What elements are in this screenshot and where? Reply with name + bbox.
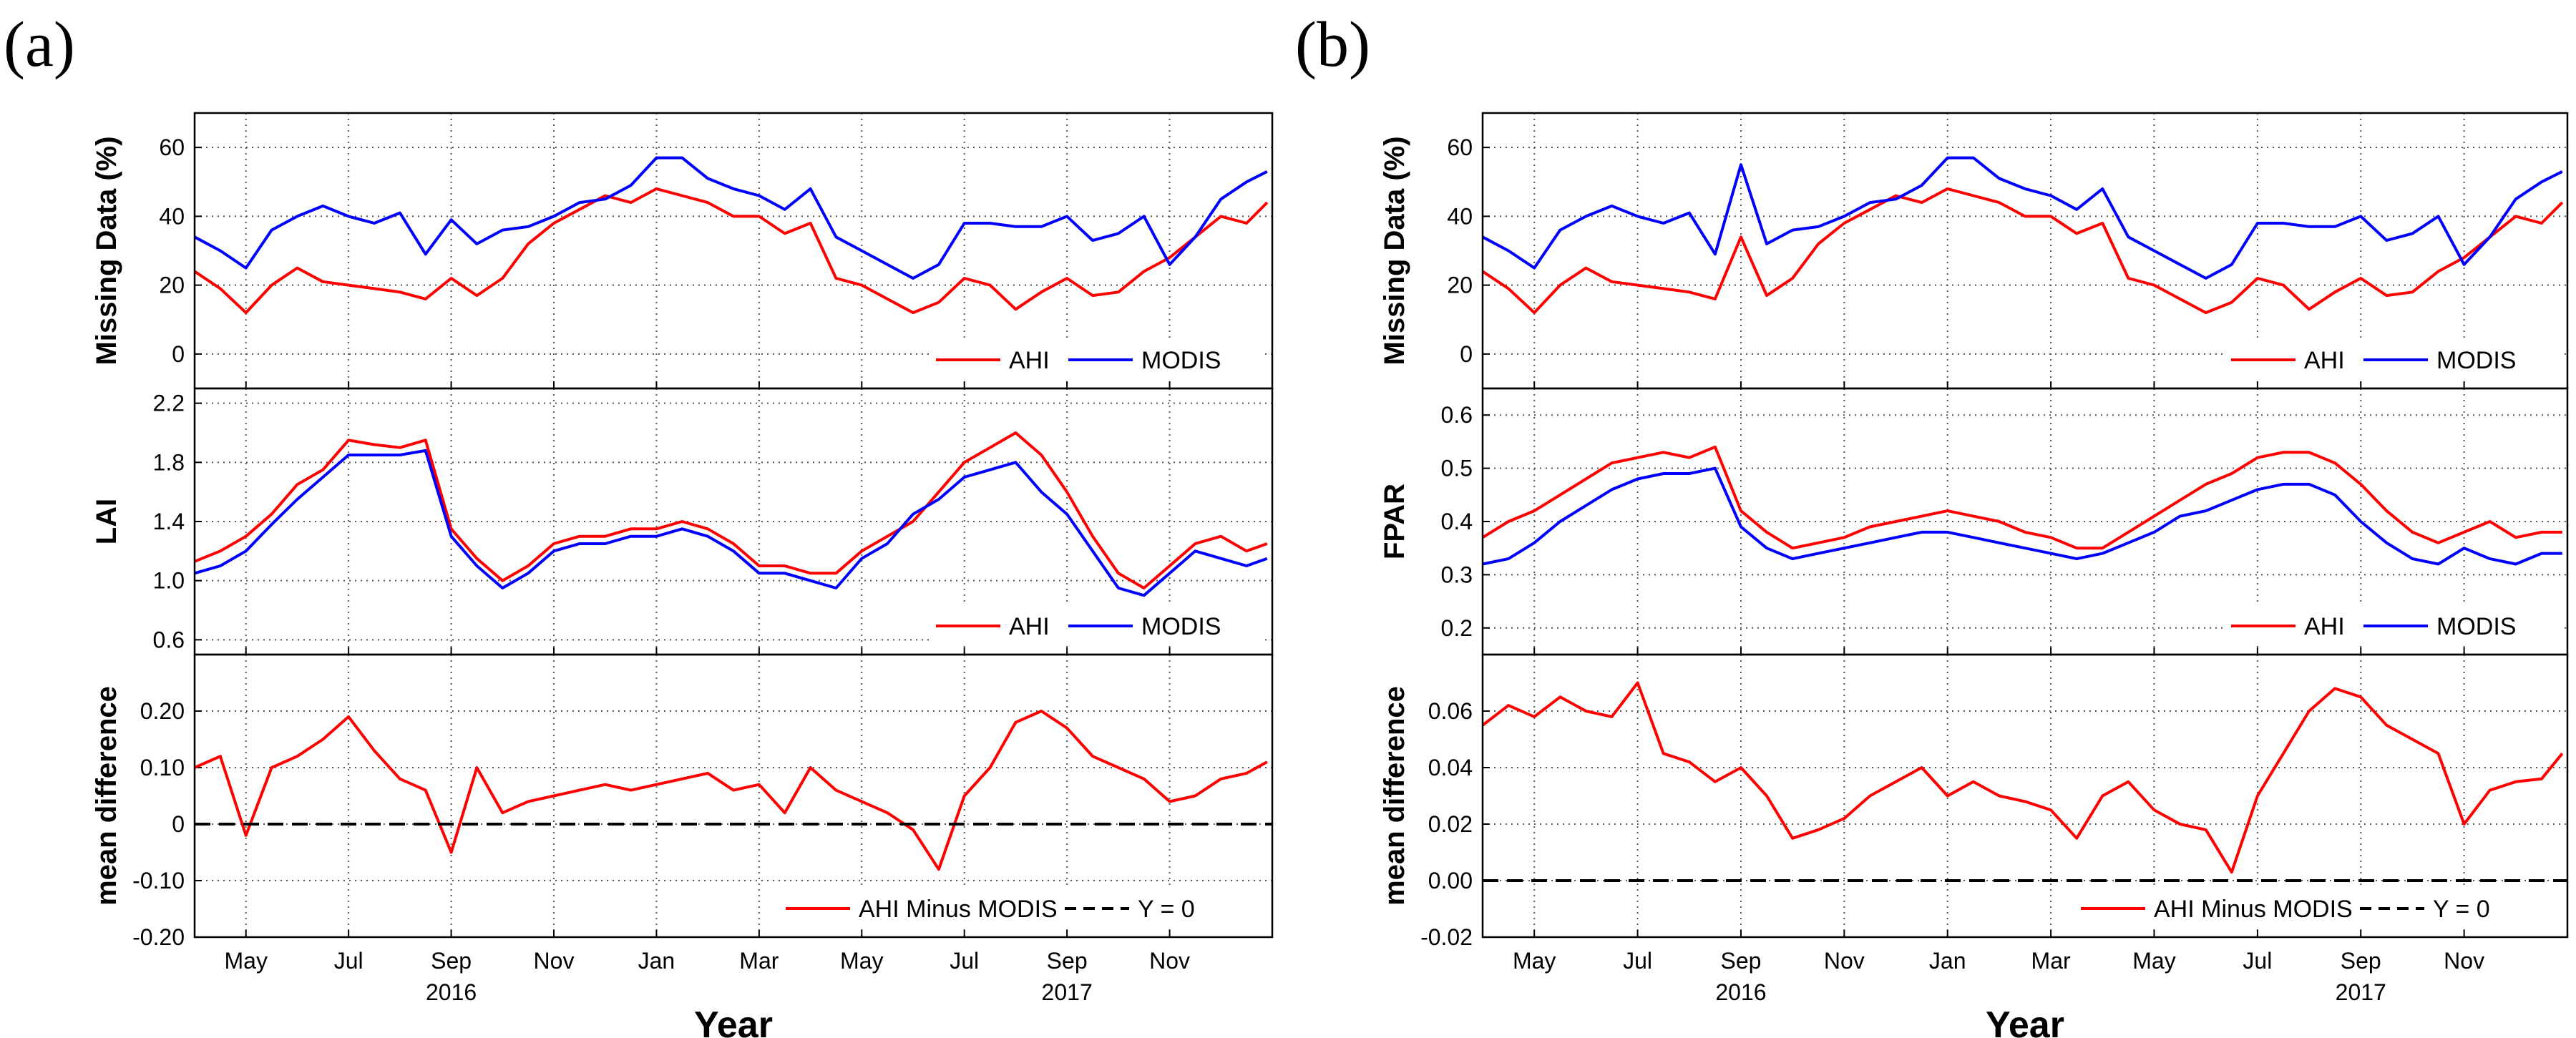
- panel-a-sub1-ytick-label-0: 0: [172, 341, 185, 367]
- panel-a-sub2-ytick-label-0: 0.6: [153, 627, 185, 652]
- panel-b-sub3-xtick-label-5: Mar: [2031, 948, 2071, 974]
- panel-a-sub3-ytick-label-2: 0: [172, 811, 185, 837]
- panel-b-sub3-xtick-label-3: Nov: [1824, 948, 1865, 974]
- panel-a-sub3-xtick-label-5: Mar: [739, 948, 779, 974]
- panel-b-sub1-legend-label-1: MODIS: [2436, 347, 2516, 374]
- panel-b-sub2-series-modis: [1482, 466, 2562, 566]
- panel-a-sub3-xtick-label-1: Jul: [334, 948, 364, 974]
- panel-b-sub1-ytick-label-1: 20: [1447, 273, 1473, 298]
- panel-a-sub3-frame: [193, 653, 1274, 939]
- panel-b-sub2-ytick-label-1: 0.3: [1441, 562, 1473, 587]
- panel-b-sub3-xtick-label-1: Jul: [1623, 948, 1652, 974]
- panel-a-sub3-xtick-label-0: May: [224, 948, 267, 974]
- panel-b-sub2-ytick-label-4: 0.6: [1441, 402, 1473, 428]
- panel-a-sub3-legend-label-1: Y = 0: [1138, 896, 1195, 923]
- panel-b-sub2-ytick-label-0: 0.2: [1441, 615, 1473, 641]
- panel-a-sub1-legend-label-1: MODIS: [1141, 347, 1221, 374]
- panel-b-sub1-series-modis: [1482, 156, 2563, 280]
- panel-b-sub3-xtick-label-2: Sep: [1720, 948, 1761, 974]
- panel-a-sub1-ytick-label-3: 60: [159, 134, 185, 160]
- panel-b-sub2-ytick-label-2: 0.4: [1441, 509, 1473, 534]
- panel-b-sub3-ytick-label-3: 0.04: [1428, 755, 1473, 780]
- panel-a-sub3-ylabel: mean difference: [91, 686, 122, 906]
- panel-b-sub3-ylabel: mean difference: [1379, 686, 1410, 906]
- panel-b-sub1: 0 20 40 60 Missing Data (%) AHI MODIS: [1379, 112, 2569, 390]
- panel-b-sub1-ytick-label-0: 0: [1460, 341, 1473, 367]
- panel-a-sub2-series-ahi: [194, 431, 1268, 589]
- panel-b-sub3: -0.02 0.00 0.02 0.04 0.06 mean difference AHI …: [1379, 653, 2569, 1038]
- panel-a-sub3-legend-label-0: AHI Minus MODIS: [859, 896, 1058, 923]
- panel-a-sub3-ytick-label-1: -0.10: [132, 868, 185, 893]
- panel-a-sub1-series-modis: [194, 156, 1268, 280]
- panel-b-sub3-year-label-1: 2017: [2336, 979, 2386, 1005]
- panel-b-sub1-ylabel: Missing Data (%): [1379, 136, 1410, 365]
- panel-a-sub1-legend-label-0: AHI: [1009, 347, 1050, 374]
- panel-a-sub2: 0.6 1.0 1.4 1.8 2.2 LAI AHI MODIS: [91, 387, 1274, 656]
- panel-a-sub2-ytick-label-3: 1.8: [153, 449, 185, 475]
- panel-a-sub3-legend-box: [779, 887, 1265, 927]
- panel-a-sub1-ytick-label-1: 20: [159, 273, 185, 298]
- panel-b-sub3-xtick-label-8: Sep: [2341, 948, 2381, 974]
- panel-a-tag: (a): [4, 9, 75, 80]
- panel-b-sub3-legend-box: [2074, 887, 2560, 927]
- panel-b-sub3-xtick-label-7: Jul: [2243, 948, 2272, 974]
- panel-a-sub2-series-modis: [194, 449, 1268, 597]
- panel-a-sub3-ytick-label-0: -0.20: [132, 924, 185, 950]
- panel-a-sub3-year-label-1: 2017: [1042, 979, 1093, 1005]
- panel-a-sub2-ylabel: LAI: [91, 499, 122, 544]
- panel-b-sub3-xtick-label-9: Nov: [2444, 948, 2484, 974]
- panel-b-tag: (b): [1295, 9, 1370, 80]
- panel-a-sub3-series-ahi-minus-modis: [194, 710, 1268, 871]
- panel-b-sub3-legend-label-1: Y = 0: [2433, 896, 2490, 923]
- panel-a-sub1-ytick-label-2: 40: [159, 203, 185, 229]
- panel-a-sub3-ytick-label-4: 0.20: [140, 698, 185, 724]
- panel-a-sub3-xtick-label-6: May: [840, 948, 883, 974]
- panel-b-sub3-frame: [1481, 653, 2569, 939]
- panel-b-sub1-ytick-label-2: 40: [1447, 203, 1473, 229]
- panel-a-sub3-xtick-label-8: Sep: [1047, 948, 1088, 974]
- panel-b-sub1-series-ahi: [1481, 187, 2564, 315]
- panel-b-sub3-ytick-label-4: 0.06: [1428, 698, 1473, 724]
- panel-b-sub2-legend-label-1: MODIS: [2436, 613, 2516, 640]
- panel-b-sub1-ytick-label-3: 60: [1447, 134, 1473, 160]
- panel-a-sub1: 0 20 40 60 Missing Data (%) AHI MODIS: [91, 112, 1274, 390]
- panel-a-sub3-xtick-label-9: Nov: [1149, 948, 1190, 974]
- panel-a-sub3-year-label-0: 2016: [426, 979, 477, 1005]
- panel-b-sub2-legend-label-0: AHI: [2304, 613, 2345, 640]
- panel-b-sub3-xtick-label-0: May: [1513, 948, 1556, 974]
- panel-b-sub2-ylabel: FPAR: [1379, 484, 1410, 559]
- panel-b-sub3-ytick-label-0: -0.02: [1420, 924, 1473, 950]
- panel-a-sub3-xtick-label-4: Jan: [638, 948, 675, 974]
- panel-a-sub2-ytick-label-4: 2.2: [153, 391, 185, 416]
- panel-b-sub2-series-ahi: [1481, 445, 2562, 550]
- panel-b-sub3-series-ahi-minus-modis: [1481, 681, 2564, 874]
- panel-a-sub1-ylabel: Missing Data (%): [91, 136, 122, 365]
- panel-a-sub2-legend-label-1: MODIS: [1141, 613, 1221, 640]
- panel-b-sub1-legend-label-0: AHI: [2304, 347, 2345, 374]
- panel-b-sub3-ytick-label-2: 0.02: [1428, 811, 1473, 837]
- panel-a-sub3-xtick-label-2: Sep: [431, 948, 472, 974]
- panel-a-sub3-xlabel: Year: [694, 1004, 773, 1038]
- panel-b-sub3-year-label-0: 2016: [1715, 979, 1766, 1005]
- panel-a-sub3-xtick-label-7: Jul: [950, 948, 979, 974]
- panel-a-sub3-ytick-label-3: 0.10: [140, 755, 185, 780]
- panel-b-sub3-ytick-label-1: 0.00: [1428, 868, 1473, 893]
- panel-a-sub3-xtick-label-3: Nov: [534, 948, 575, 974]
- panel-a-sub3: -0.20 -0.10 0 0.10 0.20 mean difference AHI Mi…: [91, 653, 1274, 1038]
- panel-a-sub2-ytick-label-1: 1.0: [153, 568, 185, 594]
- panel-b-sub2: 0.2 0.3 0.4 0.5 0.6 FPAR AHI MODIS: [1379, 387, 2569, 656]
- panel-b-sub3-xtick-label-6: May: [2132, 948, 2175, 974]
- panel-a-sub2-legend-label-0: AHI: [1009, 613, 1050, 640]
- panel-a-sub2-ytick-label-2: 1.4: [153, 509, 185, 534]
- panel-b-sub3-xlabel: Year: [1986, 1004, 2064, 1038]
- panel-b-sub3-legend-label-0: AHI Minus MODIS: [2154, 896, 2353, 923]
- panel-b-sub2-ytick-label-3: 0.5: [1441, 456, 1473, 481]
- panel-a-sub1-series-ahi: [193, 187, 1269, 315]
- panel-b-sub3-xtick-label-4: Jan: [1929, 948, 1966, 974]
